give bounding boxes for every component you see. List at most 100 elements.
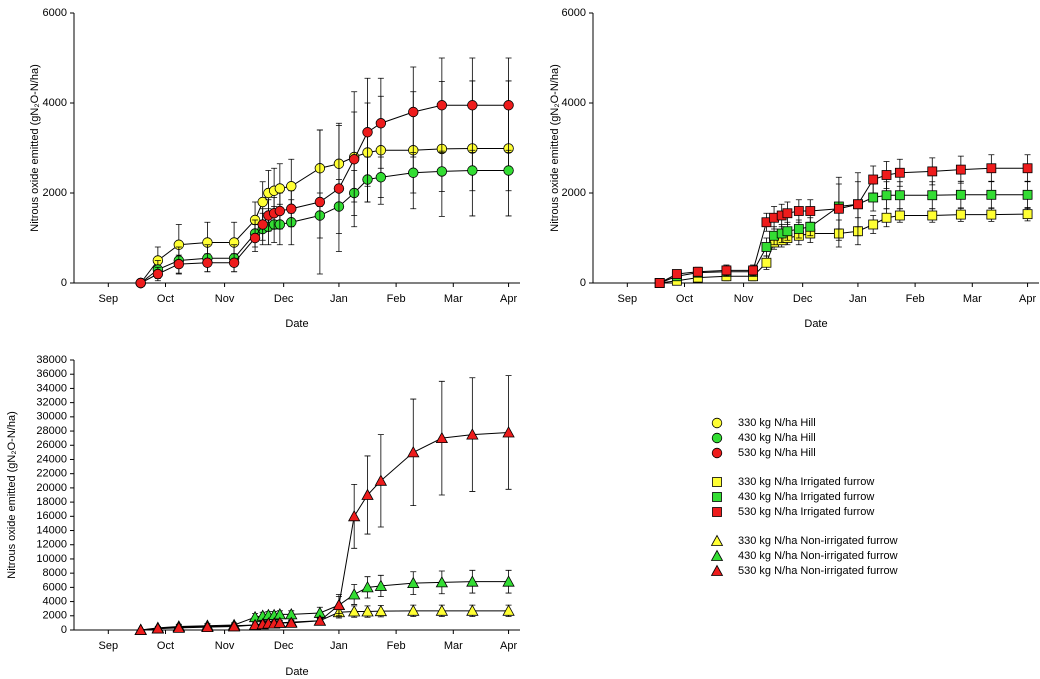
x-tick-label: Sep <box>618 293 638 305</box>
series-line <box>140 581 509 631</box>
marker <box>435 576 449 588</box>
marker <box>894 190 905 201</box>
legend-swatch <box>711 447 723 459</box>
series-line <box>659 167 1028 284</box>
marker <box>435 604 449 616</box>
x-tick-label: Mar <box>444 640 463 652</box>
marker <box>466 428 479 440</box>
legend-swatch <box>712 477 722 487</box>
legend-label: 430 kg N/ha Non-irrigated furrow <box>738 550 898 562</box>
x-tick-label: Apr <box>1019 293 1036 305</box>
marker <box>868 219 879 230</box>
panel: 0 2000 4000 6000 8000 10000 12000 14000 16000 180… <box>6 354 520 678</box>
y-tick-label: 36000 <box>36 368 67 380</box>
legend-swatch <box>711 432 723 444</box>
legend-swatch <box>710 564 724 576</box>
legend: 330 kg N/ha Hill 430 kg N/ha Hill 530 kg N… <box>710 417 898 577</box>
y-tick-label: 20000 <box>36 482 67 494</box>
marker <box>274 205 286 217</box>
y-tick-label: 0 <box>61 624 67 636</box>
marker <box>761 257 772 268</box>
marker <box>173 258 185 270</box>
marker <box>805 206 816 216</box>
x-tick-label: Dec <box>274 640 294 652</box>
x-tick-label: Dec <box>793 293 813 305</box>
marker <box>503 100 514 111</box>
legend-swatch <box>711 417 723 429</box>
marker <box>436 166 448 177</box>
marker <box>273 616 287 628</box>
legend-label: 430 kg N/ha Hill <box>738 432 816 444</box>
marker <box>435 431 449 444</box>
x-axis-label: Date <box>285 318 308 330</box>
y-tick-label: 8000 <box>43 567 67 579</box>
x-tick-label: Nov <box>215 640 235 652</box>
x-tick-label: Nov <box>215 293 235 305</box>
y-tick-label: 6000 <box>562 7 586 19</box>
y-tick-label: 0 <box>580 277 586 289</box>
legend-label: 330 kg N/ha Irrigated furrow <box>738 476 874 488</box>
marker <box>467 100 478 111</box>
marker <box>348 509 361 522</box>
marker <box>134 623 147 635</box>
y-tick-label: 4000 <box>43 595 67 607</box>
marker <box>436 100 448 111</box>
marker <box>721 265 732 276</box>
series-line <box>659 213 1028 284</box>
x-tick-label: Jan <box>849 293 867 305</box>
marker <box>313 614 327 626</box>
marker <box>375 172 387 183</box>
y-tick-label: 4000 <box>43 97 67 109</box>
y-axis-label: Nitrous oxide emitted (gN₂O-N/ha) <box>6 411 18 579</box>
marker <box>348 605 361 617</box>
marker <box>407 576 420 589</box>
marker <box>805 221 816 232</box>
y-tick-label: 2000 <box>43 610 67 622</box>
marker <box>503 165 514 176</box>
x-tick-label: Mar <box>444 293 463 305</box>
marker <box>1022 189 1033 200</box>
y-axis-label: Nitrous oxide emitted (gN₂O-N/ha) <box>29 64 41 232</box>
legend-label: 430 kg N/ha Irrigated furrow <box>738 491 874 503</box>
marker <box>333 183 345 194</box>
marker <box>782 208 793 219</box>
marker <box>793 224 804 234</box>
marker <box>1022 209 1033 220</box>
marker <box>361 581 374 593</box>
marker <box>927 190 938 201</box>
marker <box>793 206 804 216</box>
marker <box>375 118 387 129</box>
marker <box>868 174 879 185</box>
legend-label: 530 kg N/ha Irrigated furrow <box>738 506 874 518</box>
x-axis-label: Date <box>804 318 827 330</box>
series-line <box>140 431 509 631</box>
y-tick-label: 4000 <box>562 97 586 109</box>
marker <box>502 426 515 438</box>
marker <box>201 620 214 633</box>
x-tick-label: Oct <box>157 640 174 652</box>
marker <box>502 575 515 587</box>
y-tick-label: 18000 <box>36 496 67 508</box>
marker <box>868 192 879 203</box>
y-tick-label: 6000 <box>43 581 67 593</box>
marker <box>361 488 374 500</box>
marker <box>466 604 479 616</box>
x-tick-label: Oct <box>676 293 693 305</box>
x-tick-label: Apr <box>500 640 517 652</box>
marker <box>408 106 419 118</box>
y-tick-label: 10000 <box>36 553 67 565</box>
legend-label: 330 kg N/ha Non-irrigated furrow <box>738 535 898 547</box>
marker <box>257 196 268 208</box>
marker <box>314 196 326 208</box>
y-tick-label: 30000 <box>36 411 67 423</box>
marker <box>286 181 297 192</box>
y-tick-label: 22000 <box>36 468 67 480</box>
marker <box>228 257 240 268</box>
marker <box>348 588 361 600</box>
legend-label: 330 kg N/ha Hill <box>738 417 816 429</box>
marker <box>361 605 374 617</box>
marker <box>332 598 346 611</box>
x-tick-label: Mar <box>963 293 982 305</box>
marker <box>502 604 515 616</box>
marker <box>654 278 665 288</box>
